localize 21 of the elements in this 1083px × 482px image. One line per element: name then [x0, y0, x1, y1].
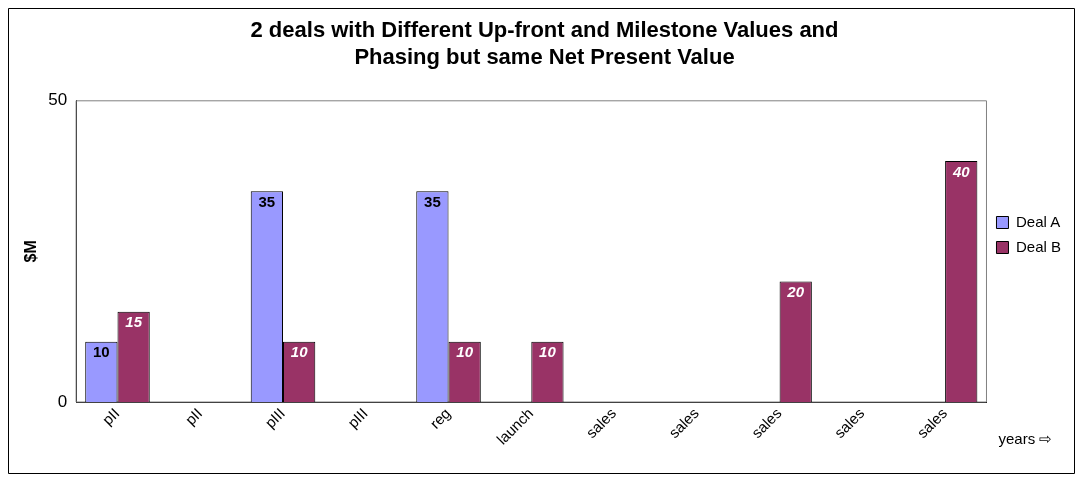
legend-label: Deal B: [1015, 237, 1062, 255]
data-label: 10: [93, 343, 110, 361]
data-label: 40: [951, 162, 971, 180]
data-label: 35: [424, 192, 441, 210]
data-label: 35: [258, 192, 276, 210]
x-axis-title: years ⇨: [998, 430, 1053, 448]
y-axis-title: $M: [22, 240, 40, 263]
legend-label: Deal A: [1015, 212, 1061, 230]
y-tick-label: 50: [48, 90, 68, 110]
x-tick-label: reg: [426, 404, 454, 432]
data-label: 10: [539, 343, 557, 361]
data-label: 10: [290, 343, 309, 361]
data-label: 15: [125, 313, 143, 331]
x-tick-label: pIII: [344, 404, 371, 432]
x-tick-label: pII: [98, 404, 123, 429]
y-tick-label: 0: [57, 391, 68, 411]
chart-title: 2 deals with Different Up-front and Milestone Values and Phasing but same Net Present Value: [250, 17, 839, 69]
x-tick-label: pII: [181, 404, 206, 429]
data-label: 10: [456, 343, 474, 361]
x-tick-label: pIII: [261, 404, 289, 432]
data-label: 20: [786, 283, 805, 301]
